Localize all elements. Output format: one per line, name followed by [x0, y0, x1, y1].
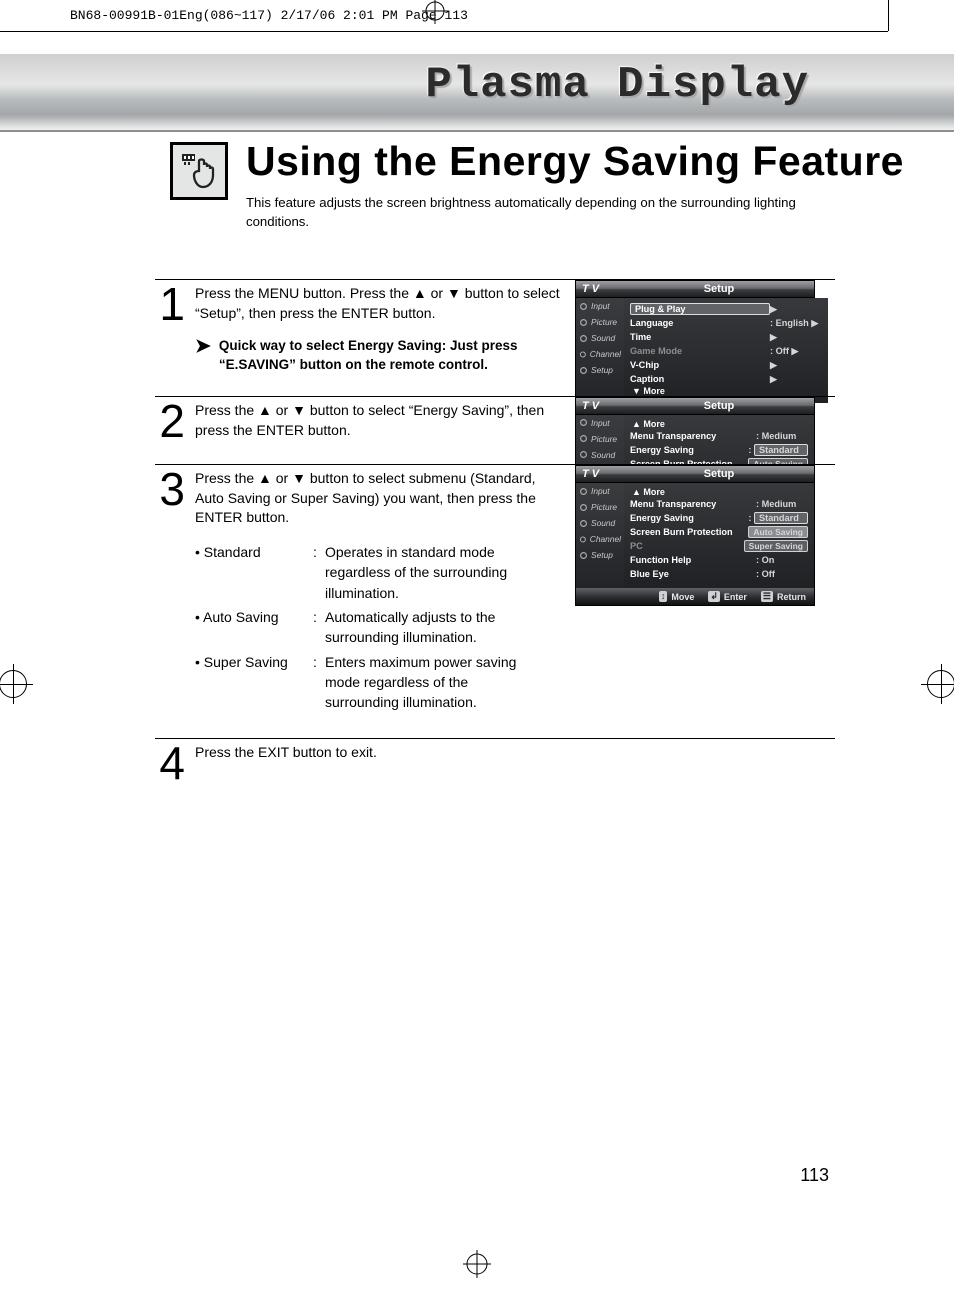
- osd-tab-picture: Picture: [576, 431, 624, 447]
- step-number: 4: [155, 743, 185, 784]
- mode-bullet: • Auto Saving:Automatically adjusts to t…: [195, 607, 565, 648]
- step-3: 3 Press the ▲ or ▼ button to select subm…: [155, 464, 835, 716]
- step-body: Press the ▲ or ▼ button to select submen…: [195, 469, 565, 716]
- step-body: Press the ▲ or ▼ button to select “Energ…: [195, 401, 565, 442]
- osd-tab-sound: Sound: [576, 447, 624, 463]
- crop-right-tick: [888, 0, 889, 31]
- doc-id: BN68-00991B-01Eng(086~117) 2/17/06 2:01 …: [70, 8, 468, 23]
- osd-tab-input: Input: [576, 415, 624, 431]
- crop-mark-left: [0, 670, 27, 698]
- mode-bullet-list: • Standard:Operates in standard mode reg…: [195, 542, 565, 712]
- osd-tab-channel: Channel: [576, 346, 624, 362]
- step-number: 3: [155, 469, 185, 716]
- tip-arrow-icon: ➤: [195, 337, 211, 373]
- step-body: Press the MENU button. Press the ▲ or ▼ …: [195, 284, 565, 374]
- osd-tab-channel: Channel: [576, 531, 624, 547]
- osd-tab-setup: Setup: [576, 547, 624, 563]
- step-2: 2 Press the ▲ or ▼ button to select “Ene…: [155, 396, 835, 442]
- osd-tab-sound: Sound: [576, 515, 624, 531]
- steps-list: 1 Press the MENU button. Press the ▲ or …: [155, 279, 835, 785]
- step-number: 1: [155, 284, 185, 374]
- crop-mark-top: [422, 0, 448, 30]
- step-4: 4 Press the EXIT button to exit.: [155, 738, 835, 784]
- step-number: 2: [155, 401, 185, 442]
- print-crop-header: BN68-00991B-01Eng(086~117) 2/17/06 2:01 …: [0, 0, 888, 32]
- step-1: 1 Press the MENU button. Press the ▲ or …: [155, 279, 835, 374]
- banner-strip: Plasma Display: [0, 54, 954, 132]
- osd-screenshot-setup3: T VSetup InputPictureSoundChannelSetup ▲…: [575, 465, 815, 606]
- mode-bullet: • Standard:Operates in standard mode reg…: [195, 542, 565, 603]
- crop-mark-bottom: [463, 1250, 491, 1285]
- osd-tab-input: Input: [576, 298, 624, 314]
- osd-tab-picture: Picture: [576, 314, 624, 330]
- mode-bullet: • Super Saving:Enters maximum power savi…: [195, 652, 565, 713]
- osd-tab-setup: Setup: [576, 362, 624, 378]
- osd-tab-sound: Sound: [576, 330, 624, 346]
- page-title: Using the Energy Saving Feature: [246, 138, 904, 185]
- page-number: 113: [800, 1165, 829, 1186]
- hand-touch-icon: [170, 142, 228, 200]
- osd-tab-input: Input: [576, 483, 624, 499]
- crop-mark-right: [927, 670, 954, 698]
- tip-note: ➤Quick way to select Energy Saving: Just…: [195, 337, 565, 373]
- plasma-display-wordmark: Plasma Display: [425, 60, 809, 110]
- intro-text: This feature adjusts the screen brightne…: [246, 193, 816, 231]
- osd-tab-picture: Picture: [576, 499, 624, 515]
- step-body: Press the EXIT button to exit.: [195, 743, 565, 784]
- title-block: Using the Energy Saving Feature This fea…: [170, 138, 954, 231]
